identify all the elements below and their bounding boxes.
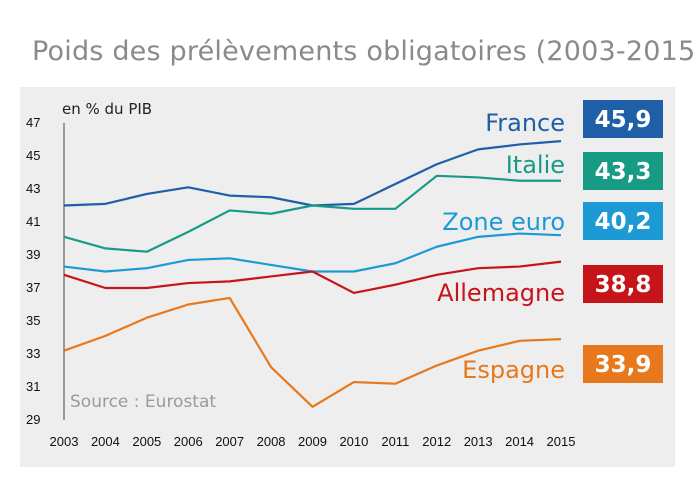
x-tick-label: 2003 [50, 434, 79, 449]
series-label-espagne: Espagne [462, 356, 565, 384]
value-label-allemagne: 38,8 [595, 272, 652, 298]
value-boxes: 45,9 43,3 40,2 38,8 33,9 [583, 100, 663, 383]
value-box-espagne [583, 345, 663, 383]
series-line-italie [63, 174, 561, 253]
value-box-italie [583, 152, 663, 190]
series-lines [63, 140, 562, 408]
y-tick-label: 35 [26, 313, 40, 328]
x-tick-label: 2015 [547, 434, 576, 449]
series-label-italie: Italie [506, 151, 565, 179]
series-line-zone-euro [63, 232, 562, 273]
series-label-france: France [485, 109, 565, 137]
y-tick-label: 29 [26, 412, 40, 427]
y-tick-label: 39 [26, 247, 40, 262]
x-tick-label: 2013 [464, 434, 493, 449]
y-tick-label: 31 [26, 379, 40, 394]
y-tick-label: 33 [26, 346, 40, 361]
y-tick-label: 47 [26, 115, 40, 130]
x-tick-label: 2014 [505, 434, 534, 449]
series-line-allemagne [63, 260, 562, 295]
x-tick-labels: 2003 2004 2005 2006 2007 2008 2009 2010 2011 2012… [50, 434, 576, 449]
value-label-espagne: 33,9 [595, 352, 652, 378]
value-label-france: 45,9 [595, 107, 652, 133]
x-tick-label: 2009 [298, 434, 327, 449]
value-label-zone-euro: 40,2 [595, 209, 652, 235]
y-tick-label: 41 [26, 214, 40, 229]
value-box-allemagne [583, 265, 663, 303]
value-box-zone-euro [583, 202, 663, 240]
y-tick-labels: 29 31 33 35 37 39 41 43 45 47 [26, 115, 40, 427]
series-labels: France Italie Zone euro Allemagne Espagne [437, 109, 565, 384]
x-tick-label: 2012 [422, 434, 451, 449]
series-label-zone-euro: Zone euro [442, 208, 565, 236]
y-axis-unit-label: en % du PIB [62, 100, 152, 118]
x-tick-label: 2010 [339, 434, 368, 449]
series-line-espagne [63, 296, 562, 408]
x-tick-label: 2006 [174, 434, 203, 449]
line-chart: en % du PIB Source : Eurostat 29 31 33 35 37… [26, 100, 663, 449]
series-line-france [63, 140, 562, 207]
y-tick-label: 37 [26, 280, 40, 295]
source-note: Source : Eurostat [70, 392, 216, 412]
y-tick-label: 43 [26, 181, 40, 196]
series-label-allemagne: Allemagne [437, 279, 565, 307]
x-tick-label: 2007 [215, 434, 244, 449]
value-box-france [583, 100, 663, 138]
x-tick-label: 2004 [91, 434, 120, 449]
x-tick-label: 2008 [257, 434, 286, 449]
chart-panel: en % du PIB Source : Eurostat 29 31 33 35 37… [20, 87, 675, 467]
x-tick-label: 2011 [381, 434, 409, 449]
y-tick-label: 45 [26, 148, 40, 163]
x-tick-label: 2005 [132, 434, 161, 449]
value-label-italie: 43,3 [595, 159, 652, 185]
chart-title: Poids des prélèvements obligatoires (200… [32, 36, 695, 67]
